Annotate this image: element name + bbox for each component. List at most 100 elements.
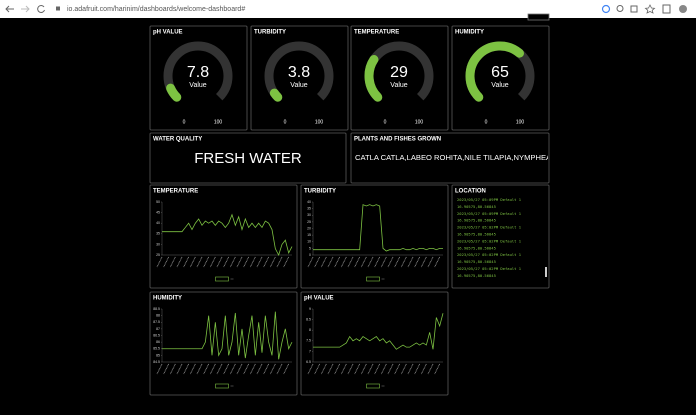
tile: [149, 132, 347, 184]
gauge-value: 7.8: [187, 64, 209, 81]
x-tick-date: [414, 363, 421, 375]
gauge-max: 100: [214, 119, 223, 125]
gauge-min: 0: [183, 119, 186, 125]
tile: [451, 184, 550, 289]
google-icon[interactable]: [601, 4, 611, 14]
x-tick-date: [176, 256, 183, 268]
tile: [149, 184, 298, 289]
block-text: FRESH WATER: [194, 150, 302, 167]
legend-box: [215, 276, 229, 282]
x-tick-date: [380, 256, 387, 268]
gauge-max: 100: [315, 119, 324, 125]
bookmark-icon[interactable]: [644, 4, 656, 14]
data-line: [313, 204, 443, 252]
x-tick-date: [189, 363, 196, 375]
profile-avatar[interactable]: [679, 5, 687, 13]
back-button[interactable]: [5, 5, 14, 13]
tile-title: PLANTS AND FISHES GROWN: [354, 137, 441, 143]
y-tick-label: 20: [307, 226, 311, 230]
y-tick-label: 87.5: [153, 320, 160, 324]
x-tick-date: [367, 363, 374, 375]
x-tick-date: [320, 363, 327, 375]
y-tick-label: 8.5: [306, 318, 311, 322]
y-tick-label: 15: [307, 233, 311, 237]
gauge-value-arc: [166, 83, 182, 102]
gauge-value: 3.8: [288, 64, 310, 81]
y-tick-label: 87: [156, 327, 160, 331]
tile: [300, 184, 449, 289]
x-tick-date: [229, 363, 236, 375]
forward-button[interactable]: [21, 5, 30, 13]
y-tick-label: 45: [156, 211, 160, 215]
x-tick-date: [347, 256, 354, 268]
x-tick-date: [414, 256, 421, 268]
gauge-value-arc: [269, 88, 283, 102]
x-tick-date: [169, 256, 176, 268]
tile-title: TEMPERATURE: [153, 189, 198, 195]
x-tick-date: [374, 256, 381, 268]
log-line: 2023/05/27 05:02PM Default 1: [457, 266, 522, 271]
tile-title: pH VALUE: [153, 30, 183, 36]
x-tick-date: [334, 256, 341, 268]
reload-button[interactable]: [37, 5, 45, 14]
x-tick-date: [269, 256, 276, 268]
gauge-value-arc: [465, 41, 524, 102]
log-line: 2023/05/27 05:02PM Default 1: [457, 238, 522, 243]
x-tick-date: [420, 363, 427, 375]
legend-box: [366, 383, 380, 389]
y-tick-label: 30: [156, 242, 160, 246]
x-tick-date: [243, 256, 250, 268]
x-tick-date: [223, 363, 230, 375]
y-tick-label: 86.5: [153, 333, 160, 337]
y-tick-label: 84.5: [153, 360, 160, 364]
log-line: 16.90575,80.56845: [457, 218, 496, 223]
y-tick-label: 35: [307, 207, 311, 211]
legend-box: [215, 383, 229, 389]
tile-title: LOCATION: [455, 189, 486, 195]
x-tick-date: [360, 256, 367, 268]
gauge-max: 100: [516, 119, 525, 125]
y-tick-label: 9: [309, 307, 311, 311]
url[interactable]: io.adafruit.com/harinim/dashboards/welco…: [67, 6, 245, 13]
x-tick-date: [209, 363, 216, 375]
x-tick-date: [283, 256, 290, 268]
x-tick-date: [269, 363, 276, 375]
log-line: 2023/05/27 05:09PM Default 1: [457, 211, 522, 216]
x-tick-date: [203, 363, 210, 375]
log-line: 16.90575,80.56845: [457, 245, 496, 250]
gauge-unit: Value: [189, 82, 206, 89]
data-line: [162, 311, 293, 360]
gauge-track: [163, 41, 233, 101]
y-tick-label: 25: [307, 220, 311, 224]
x-tick-date: [263, 363, 270, 375]
x-tick-date: [407, 256, 414, 268]
gauge-unit: Value: [491, 82, 508, 89]
x-tick-date: [360, 363, 367, 375]
sidebar-icon[interactable]: [662, 4, 671, 14]
x-tick-date: [394, 256, 401, 268]
dashboard-button[interactable]: [527, 13, 550, 21]
tile-title: pH VALUE: [304, 296, 334, 302]
zoom-icon[interactable]: [616, 5, 624, 12]
gauge-value: 65: [491, 64, 509, 81]
data-line: [313, 313, 444, 350]
tile-title: HUMIDITY: [455, 30, 484, 36]
x-tick-date: [334, 363, 341, 375]
x-tick-date: [327, 363, 334, 375]
x-tick-date: [276, 363, 283, 375]
log-line: 2023/05/27 05:02PM Default 1: [457, 252, 522, 257]
x-tick-date: [236, 363, 243, 375]
tile-title: TURBIDITY: [254, 30, 286, 36]
x-tick-date: [320, 256, 327, 268]
browser-bar: [0, 0, 696, 18]
x-tick-date: [340, 256, 347, 268]
lock-icon: [56, 6, 60, 11]
x-tick-date: [249, 363, 256, 375]
x-tick-date: [183, 256, 190, 268]
scrollbar: [545, 267, 547, 277]
gauge-min: 0: [284, 119, 287, 125]
share-icon[interactable]: [630, 5, 638, 13]
gauge-unit: Value: [390, 82, 407, 89]
x-tick-date: [307, 363, 314, 375]
